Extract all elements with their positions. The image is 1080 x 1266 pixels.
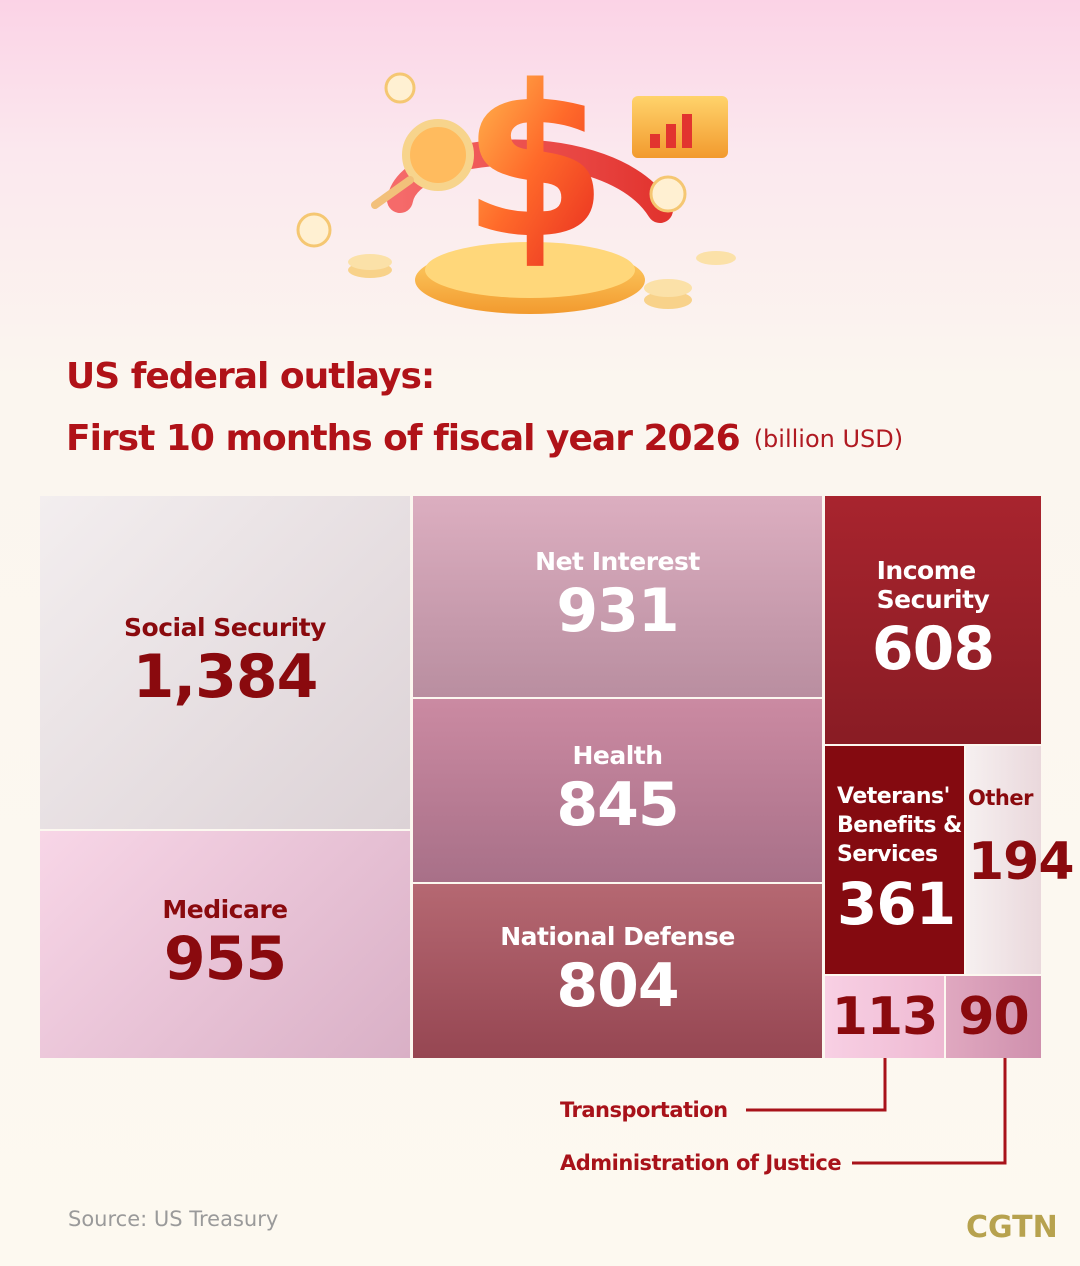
tile-label: Net Interest: [535, 547, 700, 576]
tile-national-defense: National Defense 804: [413, 884, 822, 1058]
coin-platform-top: [425, 242, 635, 298]
chart-title-text: First 10 months of fiscal year 2026: [66, 418, 741, 459]
tile-label: Other: [968, 785, 1033, 810]
tile-transportation: 113: [825, 976, 944, 1058]
coin-icon: [296, 212, 332, 248]
bar-chart-card-icon: [632, 96, 728, 158]
tile-net-interest: Net Interest 931: [413, 496, 822, 697]
tile-label: Medicare: [162, 895, 288, 924]
tile-value: 361: [837, 869, 956, 938]
transportation-callout-line: [746, 1058, 887, 1112]
tile-label: Veterans' Benefits & Services: [837, 783, 962, 867]
coin-stack-icon: [696, 251, 736, 265]
tile-value: 608: [871, 614, 995, 684]
justice-callout-line: [852, 1058, 1007, 1165]
mini-bar: [666, 124, 676, 148]
tile-value: 113: [831, 987, 939, 1047]
magnifier-handle: [371, 176, 414, 209]
tile-income-security: Income Security 608: [825, 496, 1041, 744]
tile-label: National Defense: [500, 921, 735, 951]
tile-social-security: Social Security 1,384: [40, 496, 410, 829]
mini-bar: [682, 114, 692, 148]
tile-medicare: Medicare 955: [40, 831, 410, 1058]
tile-value: 90: [958, 987, 1029, 1047]
magnifier-icon: [402, 119, 474, 191]
chart-title-line-2: First 10 months of fiscal year 2026 (bill…: [66, 418, 903, 459]
tile-value: 955: [163, 924, 287, 994]
coin-icon: [384, 72, 416, 104]
tile-value: 1,384: [132, 642, 319, 712]
tile-value: 845: [556, 770, 679, 840]
unit-label: (billion USD): [753, 425, 904, 453]
tile-administration-of-justice: 90: [946, 976, 1041, 1058]
callout-transportation: Transportation: [560, 1098, 728, 1122]
tile-value: 931: [556, 576, 679, 646]
tile-other: Other 194: [966, 746, 1075, 974]
dollar-sign-icon: $: [462, 40, 608, 285]
tile-label: Social Security: [124, 613, 326, 642]
tile-health: Health 845: [413, 699, 822, 882]
callout-administration-of-justice: Administration of Justice: [560, 1151, 842, 1175]
cgtn-logo: CGTN: [966, 1210, 1058, 1245]
tile-label: Health: [572, 741, 663, 770]
tile-value: 804: [556, 950, 679, 1021]
tile-label: Income Security: [876, 556, 990, 614]
tile-veterans-benefits: Veterans' Benefits & Services 361: [825, 746, 964, 974]
coin-icon: [649, 175, 687, 213]
chart-title-line-1: US federal outlays:: [66, 356, 435, 397]
tile-value: 194: [968, 831, 1075, 892]
mini-bar: [650, 134, 660, 148]
coin-stack-layer: [348, 254, 392, 270]
coin-stack-layer: [644, 279, 692, 297]
hero-illustration: $: [296, 40, 736, 314]
source-note: Source: US Treasury: [68, 1207, 279, 1231]
